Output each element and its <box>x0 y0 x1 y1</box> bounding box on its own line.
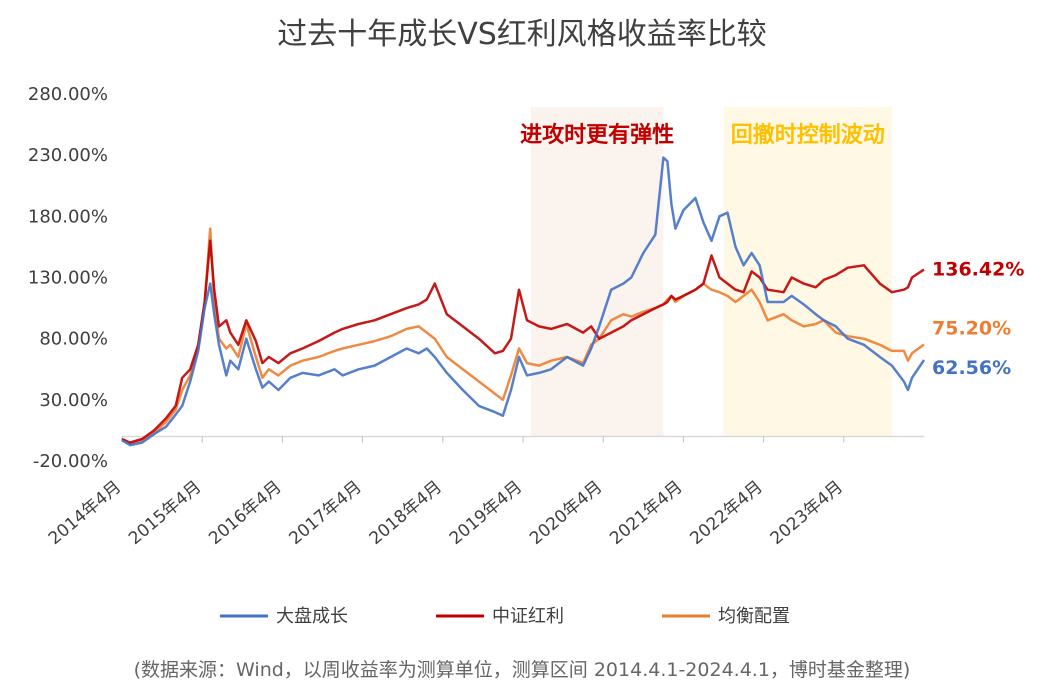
shaded-region-0 <box>531 107 664 437</box>
series-line-0 <box>121 156 926 447</box>
end-labels: 62.56% 136.42% 75.20% <box>932 259 1024 379</box>
series-line-2 <box>121 227 925 446</box>
y-tick-label: 80.00% <box>39 329 108 350</box>
y-tick-label: 230.00% <box>28 145 108 166</box>
end-value-label-0: 62.56% <box>932 357 1011 379</box>
legend-label-0: 大盘成长 <box>276 606 348 627</box>
legend-label-1: 中证红利 <box>492 606 564 627</box>
legend-label-2: 均衡配置 <box>718 606 790 627</box>
legend: 大盘成长 中证红利 均衡配置 <box>220 606 790 627</box>
x-tick-label: 2015年4月 <box>125 477 205 549</box>
chart-title: 过去十年成长VS红利风格收益率比较 <box>277 17 767 52</box>
x-tick-label: 2014年4月 <box>45 477 125 549</box>
region-annotation-0: 进攻时更有弹性 <box>520 122 674 148</box>
x-tick-label: 2023年4月 <box>767 477 847 549</box>
x-tick-label: 2016年4月 <box>205 477 285 549</box>
shaded-region-1 <box>723 107 892 437</box>
y-tick-label: 180.00% <box>28 206 108 227</box>
y-tick-label: 280.00% <box>28 84 108 105</box>
x-tick-label: 2020年4月 <box>526 477 606 549</box>
y-tick-label: 30.00% <box>39 390 108 411</box>
series-line-1 <box>121 239 925 444</box>
end-value-label-2: 75.20% <box>932 318 1011 340</box>
end-value-label-1: 136.42% <box>932 259 1024 281</box>
region-annotation-1: 回撤时控制波动 <box>731 122 885 148</box>
series-lines <box>121 156 926 447</box>
x-tick-label: 2017年4月 <box>285 477 365 549</box>
y-tick-label: 130.00% <box>28 268 108 289</box>
x-tick-label: 2022年4月 <box>686 477 766 549</box>
y-tick-label: -20.00% <box>33 451 108 472</box>
x-axis: 2014年4月 2015年4月 2016年4月 2017年4月 2018年4月 2019年… <box>45 435 924 549</box>
x-tick-label: 2018年4月 <box>366 477 446 549</box>
x-tick-label: 2019年4月 <box>446 477 526 549</box>
source-note: (数据来源：Wind，以周收益率为测算单位，测算区间 2014.4.1-2024… <box>134 659 911 681</box>
x-tick-label: 2021年4月 <box>606 477 686 549</box>
y-axis: -20.00% 30.00% 80.00% 130.00% 180.00% 230.00%… <box>28 84 108 472</box>
